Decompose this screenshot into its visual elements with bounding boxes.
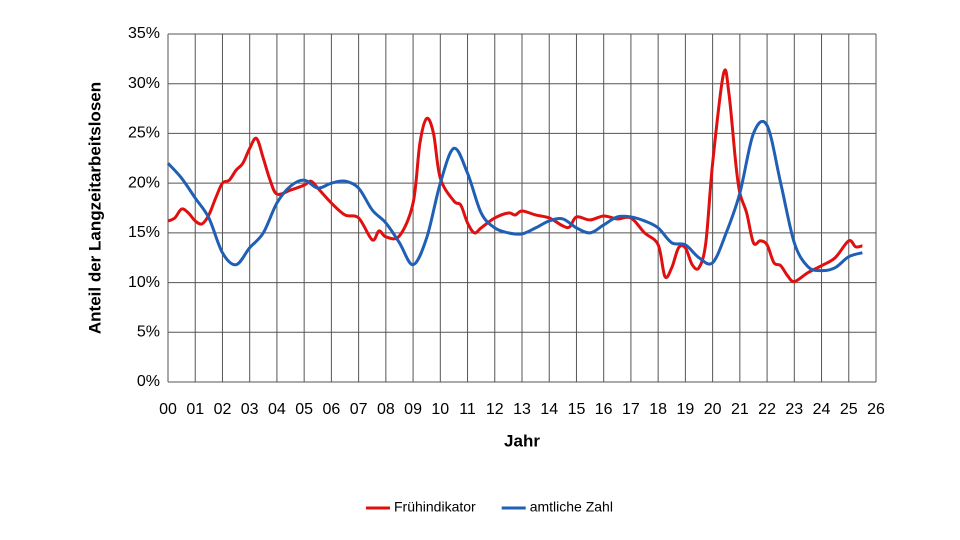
y-tick-label: 15% — [128, 224, 160, 241]
line — [167, 68, 863, 284]
x-tick-label: 24 — [813, 401, 831, 418]
y-tick-label: 35% — [128, 25, 160, 42]
x-tick-label: 19 — [676, 401, 694, 418]
x-tick-label: 14 — [540, 401, 558, 418]
x-tick-label: 21 — [731, 401, 749, 418]
y-tick-label: 30% — [128, 75, 160, 92]
y-tick-label: 20% — [128, 174, 160, 191]
x-tick-label: 03 — [241, 401, 259, 418]
x-tick-label: 18 — [649, 401, 667, 418]
x-tick-label: 16 — [595, 401, 613, 418]
x-tick-label: 17 — [622, 401, 640, 418]
x-tick-label: 23 — [785, 401, 803, 418]
x-tick-label: 09 — [404, 401, 422, 418]
x-tick-label: 07 — [350, 401, 368, 418]
x-tick-label: 10 — [431, 401, 449, 418]
x-tick-label: 08 — [377, 401, 395, 418]
x-tick-label: 26 — [867, 401, 885, 418]
y-tick-label: 25% — [128, 125, 160, 142]
legend-label: Frühindikator — [394, 499, 476, 515]
x-tick-label: 20 — [704, 401, 722, 418]
line — [166, 119, 863, 273]
x-tick-label: 12 — [486, 401, 504, 418]
x-tick-label: 01 — [186, 401, 204, 418]
x-tick-label: 11 — [459, 401, 476, 418]
y-tick-label: 0% — [137, 373, 160, 390]
x-tick-label: 15 — [568, 401, 586, 418]
x-tick-label: 04 — [268, 401, 286, 418]
x-axis-label: Jahr — [504, 431, 540, 450]
x-tick-label: 22 — [758, 401, 776, 418]
y-tick-label: 5% — [137, 324, 160, 341]
x-tick-label: 05 — [295, 401, 313, 418]
x-tick-label: 06 — [322, 401, 340, 418]
x-tick-label: 00 — [159, 401, 177, 418]
x-tick-label: 02 — [214, 401, 232, 418]
y-axis-label: Anteil der Langzeitarbeitslosen — [85, 82, 104, 334]
y-tick-label: 10% — [128, 274, 160, 291]
legend-label: amtliche Zahl — [530, 499, 613, 515]
x-tick-label: 13 — [513, 401, 531, 418]
x-tick-label: 25 — [840, 401, 858, 418]
